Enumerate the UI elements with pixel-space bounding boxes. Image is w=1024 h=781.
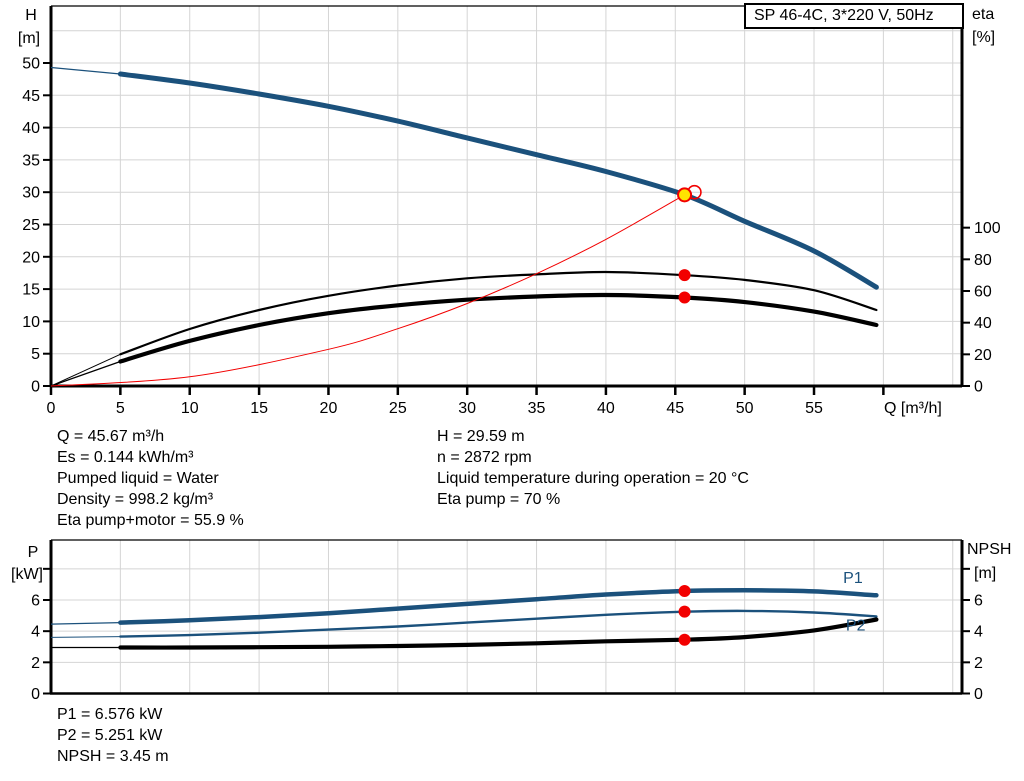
eta-pump-motor — [118, 292, 879, 364]
right-tick-label: 0 — [974, 686, 983, 703]
info-line-eta-pump-motor: Eta pump+motor = 55.9 % — [57, 512, 244, 529]
left-tick-label: 25 — [22, 217, 40, 234]
curve-point-dot — [678, 605, 691, 618]
x-tick-label: 55 — [805, 400, 823, 417]
right-axis-label: eta — [972, 6, 994, 23]
left-tick-label: 50 — [22, 56, 40, 73]
info-line-temperature: Liquid temperature during operation = 20… — [437, 470, 749, 487]
info-line-p1: P1 = 6.576 kW — [57, 706, 163, 723]
right-axis-label: [%] — [972, 29, 995, 46]
p2-curve-thin — [50, 636, 121, 638]
right-tick-label: 20 — [974, 347, 992, 364]
left-tick-label: 6 — [31, 593, 40, 610]
right-tick-label: 0 — [974, 379, 983, 396]
curve-title: SP 46-4C, 3*220 V, 50Hz — [754, 7, 934, 24]
right-tick-label: 80 — [974, 252, 992, 269]
right-tick-label: 4 — [974, 624, 983, 641]
left-tick-label: 0 — [31, 686, 40, 703]
curve-point-dot — [678, 633, 691, 646]
curve-point-dot — [678, 269, 691, 282]
head-curve — [117, 71, 879, 290]
x-tick-label: 15 — [250, 400, 268, 417]
info-line-density: Density = 998.2 kg/m³ — [57, 491, 214, 508]
x-tick-label: 50 — [736, 400, 754, 417]
p1-curve-thin — [50, 621, 121, 625]
left-tick-label: 45 — [22, 88, 40, 105]
right-tick-label: 2 — [974, 655, 983, 672]
curve-title-box: SP 46-4C, 3*220 V, 50Hz — [744, 3, 964, 29]
left-tick-label: 10 — [22, 314, 40, 331]
left-axis-label: H — [25, 7, 37, 24]
left-tick-label: 15 — [22, 282, 40, 299]
eta-pump-thin — [50, 353, 121, 387]
info-line-h: H = 29.59 m — [437, 428, 525, 445]
eta-pump — [119, 270, 878, 356]
x-tick-label: 35 — [528, 400, 546, 417]
right-tick-label: 100 — [974, 220, 1001, 237]
right-tick-label: 40 — [974, 315, 992, 332]
chart-2: 0 2 4 6 0 2 4 6 P [kW] NPSH [m] P1 P2 — [11, 539, 1011, 703]
system-curve — [50, 194, 685, 387]
series-label-p2: P2 — [846, 617, 866, 634]
p1-curve — [118, 588, 879, 625]
power-info: P1 = 6.576 kW P2 = 5.251 kW NPSH = 3.45 … — [57, 704, 169, 767]
left-axis-label: P — [28, 544, 39, 561]
x-axis-label: Q [m³/h] — [884, 400, 942, 417]
left-axis-label: [kW] — [11, 566, 43, 583]
x-tick-label: 10 — [181, 400, 199, 417]
x-tick-label: 20 — [320, 400, 338, 417]
series-label-p1: P1 — [843, 570, 863, 587]
info-line-p2: P2 = 5.251 kW — [57, 727, 163, 744]
left-tick-label: 20 — [22, 249, 40, 266]
left-tick-label: 30 — [22, 185, 40, 202]
x-tick-label: 25 — [389, 400, 407, 417]
info-line-es: Es = 0.144 kWh/m³ — [57, 449, 194, 466]
left-tick-label: 40 — [22, 120, 40, 137]
left-tick-label: 2 — [31, 655, 40, 672]
right-axis-label: NPSH — [967, 541, 1011, 558]
left-tick-label: 35 — [22, 152, 40, 169]
chart-1: 0 5 10 15 20 25 30 35 40 45 50 0 20 40 60 80 100 0 5 10 15 20… — [18, 5, 1001, 417]
left-tick-label: 0 — [31, 379, 40, 396]
info-line-npsh: NPSH = 3.45 m — [57, 748, 169, 765]
p2-curve — [119, 609, 878, 638]
x-tick-label: 0 — [47, 400, 56, 417]
x-tick-label: 30 — [458, 400, 476, 417]
info-line-n: n = 2872 rpm — [437, 449, 532, 466]
duty-info-left: Q = 45.67 m³/h Es = 0.144 kWh/m³ Pumped … — [57, 426, 244, 531]
eta-pump-motor-thin — [50, 360, 121, 387]
duty-info-right: H = 29.59 m n = 2872 rpm Liquid temperat… — [437, 426, 749, 510]
x-tick-label: 45 — [666, 400, 684, 417]
curve-point-dot — [678, 291, 691, 304]
right-axis-label: [m] — [974, 565, 996, 582]
head-curve-thin — [50, 66, 121, 75]
duty-point-marker[interactable] — [677, 187, 693, 203]
left-axis-label: [m] — [18, 30, 40, 47]
left-tick-label: 4 — [31, 624, 40, 641]
right-tick-label: 6 — [974, 593, 983, 610]
npsh-curve — [118, 617, 879, 650]
x-tick-label: 5 — [116, 400, 125, 417]
curve-point-dot — [678, 585, 691, 598]
info-line-liquid: Pumped liquid = Water — [57, 470, 219, 487]
right-tick-label: 60 — [974, 284, 992, 301]
info-line-q: Q = 45.67 m³/h — [57, 428, 165, 445]
info-line-eta-pump: Eta pump = 70 % — [437, 491, 561, 508]
x-tick-label: 40 — [597, 400, 615, 417]
left-tick-label: 5 — [31, 346, 40, 363]
